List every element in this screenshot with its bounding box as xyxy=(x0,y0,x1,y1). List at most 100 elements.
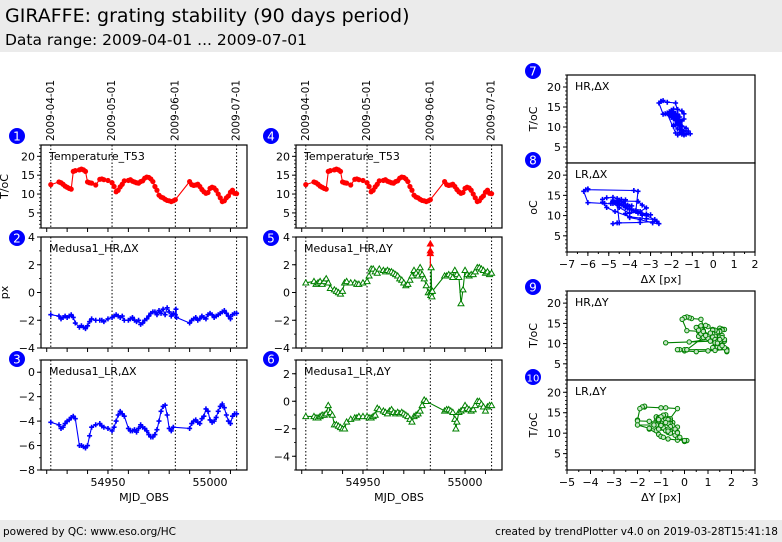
data-point xyxy=(48,419,54,425)
data-point xyxy=(211,418,217,424)
data-point xyxy=(326,284,335,292)
data-range: Data range: 2009-04-01 ... 2009-07-01 xyxy=(5,31,307,49)
data-point xyxy=(164,412,170,418)
badge-number: 9 xyxy=(529,281,537,295)
data-point xyxy=(604,205,610,210)
panel-label: LR,ΔX xyxy=(575,168,608,181)
data-point xyxy=(158,408,164,414)
data-point xyxy=(115,412,121,418)
data-point xyxy=(686,339,692,345)
data-point xyxy=(610,221,616,227)
data-point xyxy=(455,273,463,280)
data-point xyxy=(85,443,91,449)
data-point xyxy=(172,312,178,318)
data-point xyxy=(695,327,702,333)
data-point xyxy=(627,215,633,221)
data-point xyxy=(635,209,641,215)
data-point xyxy=(675,126,681,132)
x-tick-label: 1 xyxy=(705,476,712,489)
data-point xyxy=(683,131,689,137)
plot-panel-10: 5 10 15 20 −5 −4 −3 −2 −1 0 1 2 3 LR,ΔY T/oC ΔY [px] xyxy=(527,379,759,504)
y-tick-label: 0 xyxy=(28,287,35,300)
data-point xyxy=(152,309,158,315)
badge-number: 1 xyxy=(13,130,21,144)
data-point xyxy=(663,340,669,346)
x-tick-label: 55000 xyxy=(448,476,483,489)
report-footer: powered by QC: www.eso.org/HC created by… xyxy=(0,520,782,542)
page-title: GIRAFFE: grating stability (90 days peri… xyxy=(5,5,410,27)
y-tick-label: 0 xyxy=(283,287,290,300)
data-point xyxy=(152,432,158,438)
y-tick-label: 15 xyxy=(547,317,561,330)
data-point xyxy=(160,306,166,312)
data-point xyxy=(698,316,704,323)
badge-circle xyxy=(9,351,25,367)
data-point xyxy=(408,417,416,425)
data-point xyxy=(471,267,480,275)
data-point xyxy=(677,120,683,126)
y-tick-label: 5 xyxy=(554,448,561,461)
y-tick-label: 10 xyxy=(21,188,35,201)
plot-frame xyxy=(40,359,248,471)
x-tick-label: −4 xyxy=(582,476,598,489)
data-point xyxy=(420,274,429,282)
data-point xyxy=(488,191,495,197)
data-point xyxy=(585,200,591,206)
panel-label: HR,ΔY xyxy=(575,296,609,309)
y-tick-label: 20 xyxy=(547,81,561,94)
x-tick-label: −7 xyxy=(559,258,575,271)
x-tick-label: 1 xyxy=(731,258,738,271)
data-point xyxy=(324,278,333,286)
data-series xyxy=(303,166,495,205)
data-point xyxy=(105,177,111,184)
data-point xyxy=(209,312,215,318)
badge-circle xyxy=(9,230,25,246)
y-tick-label: 20 xyxy=(21,150,35,163)
plot-panel-8: 5 10 15 20 −7 −6 −5 −4 −3 −2 −1 0 1 2 LR,ΔX oC ΔX [px] xyxy=(527,162,759,286)
data-point xyxy=(87,319,93,325)
report-header: GIRAFFE: grating stability (90 days peri… xyxy=(0,0,782,52)
data-point xyxy=(375,264,384,272)
badge-circle xyxy=(263,230,279,246)
y-tick-label: 5 xyxy=(554,358,561,371)
data-point xyxy=(674,430,681,436)
data-point xyxy=(215,408,221,414)
data-point xyxy=(643,213,649,219)
y-tick-label: 10 xyxy=(547,427,561,440)
data-point xyxy=(656,221,662,227)
data-point xyxy=(72,320,78,326)
data-point xyxy=(665,428,671,434)
panel-number-badge: 10 xyxy=(525,369,541,385)
y-tick-label: 20 xyxy=(276,150,290,163)
data-point xyxy=(622,211,628,217)
data-point xyxy=(109,428,115,434)
y-tick-label: 2 xyxy=(283,368,290,381)
data-point xyxy=(610,194,616,200)
data-point xyxy=(144,316,150,322)
data-point xyxy=(82,168,89,175)
data-point xyxy=(714,340,721,346)
x-axis-label: ΔX [px] xyxy=(641,273,682,286)
badge-number: 6 xyxy=(267,353,275,367)
badge-circle xyxy=(525,152,541,168)
data-point xyxy=(337,168,344,175)
data-point xyxy=(460,189,466,196)
data-point xyxy=(660,434,667,440)
badge-number: 7 xyxy=(529,65,537,79)
data-point xyxy=(187,425,193,431)
created-by-text: created by trendPlotter v4.0 on 2019-03-… xyxy=(495,526,778,538)
y-tick-label: −2 xyxy=(19,391,35,404)
badge-circle xyxy=(525,279,541,295)
badge-circle xyxy=(263,351,279,367)
data-point xyxy=(679,124,685,130)
data-point xyxy=(404,280,412,287)
y-tick-label: 20 xyxy=(547,169,561,182)
y-tick-label: 2 xyxy=(283,259,290,272)
data-point xyxy=(674,346,681,353)
data-point xyxy=(635,198,641,204)
data-point xyxy=(650,220,656,226)
data-point xyxy=(487,269,496,276)
badge-circle xyxy=(263,128,279,144)
y-tick-label: 0 xyxy=(28,366,35,379)
data-point xyxy=(707,338,714,344)
